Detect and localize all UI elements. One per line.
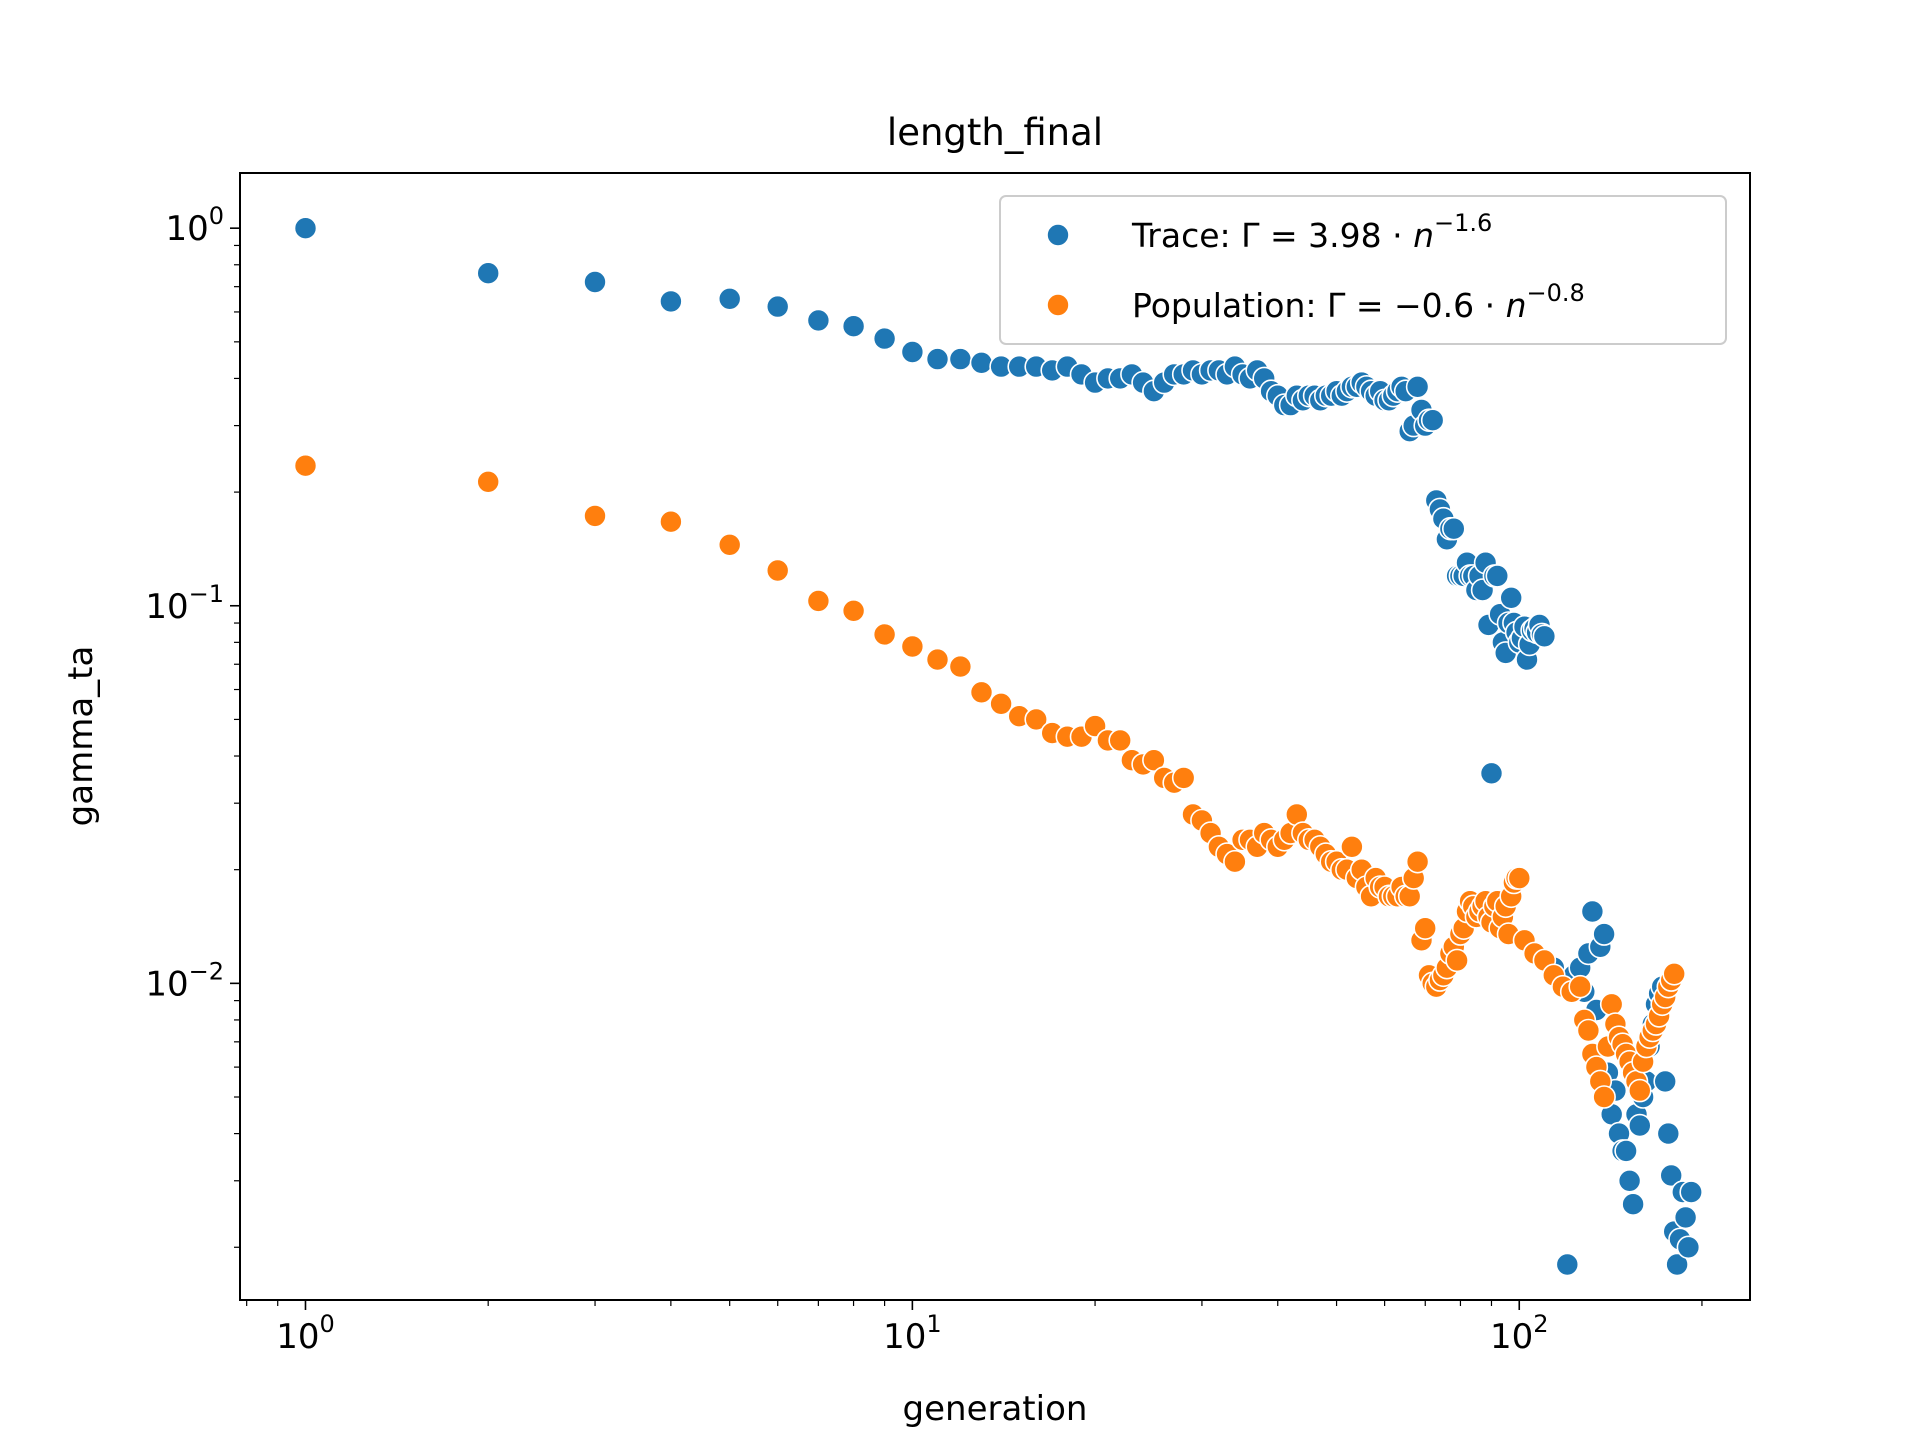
data-point-trace-71	[1420, 408, 1445, 433]
data-point-population-12	[969, 680, 994, 705]
data-point-trace-128	[1621, 1192, 1645, 1216]
data-point-trace-89	[1479, 761, 1504, 786]
y-tick-label-2: 10−2	[145, 957, 224, 1004]
data-point-population-5	[765, 558, 790, 583]
data-point-trace-130	[1628, 1113, 1652, 1138]
data-point-trace-8	[872, 326, 897, 351]
data-point-trace-0	[293, 216, 318, 240]
data-point-trace-112	[1555, 1252, 1580, 1277]
data-point-population-1	[476, 469, 501, 494]
legend-box	[999, 195, 1727, 345]
data-point-population-2	[583, 504, 607, 528]
data-point-population-112	[1592, 1085, 1616, 1109]
legend: Trace: Γ = 3.98 · n−1.6 Population: Γ = −…	[999, 195, 1727, 345]
data-point-population-122	[1628, 1078, 1652, 1103]
data-point-population-33	[1223, 849, 1247, 874]
data-point-population-133	[1662, 961, 1686, 986]
data-point-trace-126	[1614, 1139, 1638, 1163]
data-point-population-0	[293, 453, 318, 478]
data-point-trace-10	[925, 347, 950, 371]
data-point-trace-109	[1532, 624, 1557, 649]
legend-label-trace: Trace: Γ = 3.98 · n−1.6	[1131, 209, 1492, 255]
data-point-trace-67	[1405, 374, 1430, 399]
x-tick-label-1: 101	[883, 1310, 942, 1357]
data-point-trace-138	[1653, 1069, 1677, 1094]
data-point-population-6	[806, 589, 831, 613]
data-point-trace-1	[476, 261, 501, 286]
chart-title: length_final	[887, 111, 1103, 154]
series-layer	[293, 216, 1703, 1277]
data-point-population-106	[1568, 974, 1592, 999]
data-point-population-13	[989, 691, 1013, 716]
data-point-trace-142	[1665, 1252, 1689, 1277]
data-point-population-3	[659, 509, 683, 534]
plot-frame	[239, 172, 1751, 1301]
data-point-population-67	[1405, 849, 1430, 874]
data-point-trace-96	[1499, 585, 1523, 610]
data-point-trace-12	[969, 350, 994, 375]
y-axis-label: gamma_ta	[61, 646, 101, 827]
data-point-trace-77	[1442, 516, 1466, 541]
legend-label-population: Population: Γ = −0.6 · n−0.8	[1132, 279, 1585, 325]
data-point-trace-11	[948, 347, 973, 371]
data-point-population-27	[1171, 766, 1196, 790]
data-point-population-11	[948, 654, 973, 679]
x-tick-label-2: 102	[1490, 1310, 1549, 1357]
data-point-trace-4	[717, 286, 742, 311]
data-point-trace-117	[1580, 899, 1605, 924]
y-tick-label-0: 100	[165, 202, 224, 249]
data-point-trace-2	[583, 270, 607, 294]
data-point-trace-127	[1617, 1169, 1642, 1193]
data-point-population-78	[1445, 948, 1469, 973]
data-point-population-52	[1340, 834, 1364, 859]
data-point-trace-9	[900, 340, 925, 364]
data-point-population-7	[841, 598, 866, 623]
data-point-trace-139	[1656, 1121, 1681, 1146]
data-point-population-99	[1507, 866, 1532, 890]
data-point-trace-140	[1659, 1163, 1683, 1188]
data-point-population-10	[925, 647, 950, 672]
data-point-trace-3	[659, 289, 683, 314]
x-tick-label-0: 100	[276, 1310, 335, 1357]
data-point-trace-7	[841, 314, 866, 339]
data-point-trace-120	[1592, 922, 1616, 946]
data-point-population-114	[1599, 992, 1624, 1017]
y-tick-label-1: 10−1	[145, 580, 224, 627]
data-point-population-21	[1108, 728, 1132, 753]
x-axis-label: generation	[903, 1389, 1088, 1429]
data-point-population-9	[900, 634, 925, 659]
data-point-population-69	[1413, 916, 1437, 941]
data-point-trace-5	[765, 294, 790, 319]
legend-marker-population	[1046, 293, 1070, 317]
data-point-population-108	[1576, 1018, 1601, 1043]
data-point-population-24	[1142, 748, 1166, 773]
data-point-trace-91	[1485, 564, 1510, 588]
series-population	[293, 453, 1686, 1109]
data-point-population-15	[1024, 707, 1048, 732]
data-point-population-8	[872, 622, 897, 647]
axis-layer: 100 101 102 100 10−1 10−2	[145, 202, 1703, 1357]
legend-marker-trace	[1046, 223, 1070, 247]
data-point-trace-146	[1676, 1235, 1701, 1260]
data-point-trace-6	[806, 308, 831, 333]
data-point-trace-147	[1679, 1180, 1703, 1204]
data-point-trace-145	[1673, 1205, 1698, 1230]
data-point-population-4	[717, 532, 742, 557]
